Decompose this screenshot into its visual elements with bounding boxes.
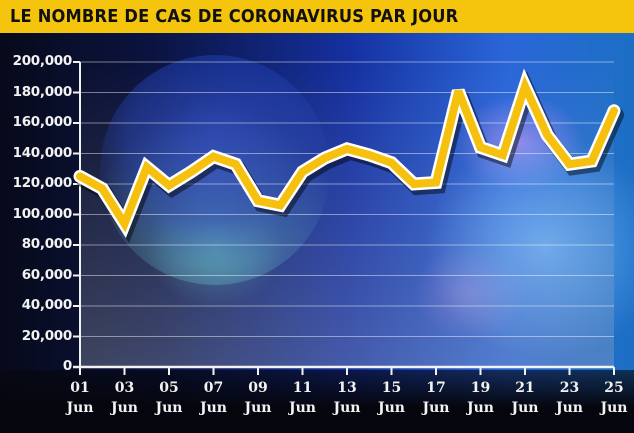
x-tick-label: 19 Jun [461, 378, 501, 418]
x-tick-month: Jun [511, 400, 539, 416]
x-tick-month: Jun [200, 400, 227, 416]
x-tick-month: Jun [244, 400, 272, 416]
x-tick-day: 09 [248, 380, 268, 396]
x-tick-label: 07 Jun [194, 378, 234, 418]
chart-title: LE NOMBRE DE CAS DE CORONAVIRUS PAR JOUR [10, 6, 459, 27]
x-tick-month: Jun [289, 400, 316, 416]
x-tick-day: 01 [70, 380, 90, 396]
x-tick-month: Jun [155, 400, 183, 416]
x-tick-month: Jun [333, 400, 361, 416]
plot-area [80, 62, 614, 367]
y-tick-label: 60,000 [21, 266, 73, 283]
x-tick-label: 25 Jun [594, 378, 634, 418]
x-tick-month: Jun [66, 400, 94, 416]
x-tick-month: Jun [422, 400, 450, 416]
y-tick-label: 100,000 [12, 205, 73, 222]
x-tick-label: 03 Jun [105, 378, 145, 418]
y-tick-label: 140,000 [12, 144, 73, 161]
y-tick-label: 200,000 [12, 53, 73, 69]
y-tick-label: 0 [62, 358, 72, 374]
axes [73, 61, 615, 375]
x-tick-day: 13 [337, 380, 357, 396]
x-tick-month: Jun [378, 400, 405, 416]
x-tick-day: 21 [515, 380, 535, 396]
data-series [73, 68, 624, 244]
x-tick-day: 07 [203, 380, 224, 396]
x-tick-day: 05 [159, 380, 179, 396]
x-tick-day: 11 [292, 380, 313, 396]
y-tick-label: 80,000 [21, 236, 73, 252]
y-tick-label: 160,000 [12, 114, 73, 130]
x-tick-label: 09 Jun [238, 378, 278, 418]
coronavirus-illustration [100, 55, 330, 285]
series-line [76, 75, 618, 233]
x-tick-day: 03 [114, 380, 135, 396]
x-tick-day: 19 [470, 380, 491, 396]
x-tick-month: Jun [600, 400, 628, 416]
y-tick-label: 20,000 [21, 327, 73, 344]
x-tick-label: 21 Jun [505, 378, 545, 418]
y-tick-label: 180,000 [12, 83, 73, 100]
x-tick-label: 01 Jun [60, 378, 100, 418]
x-tick-label: 13 Jun [327, 378, 367, 418]
x-tick-day: 23 [559, 380, 580, 396]
x-tick-day: 25 [604, 380, 624, 396]
x-tick-month: Jun [467, 400, 494, 416]
x-tick-month: Jun [111, 400, 138, 416]
x-tick-label: 05 Jun [149, 378, 189, 418]
x-tick-day: 15 [381, 380, 402, 396]
x-tick-label: 11 Jun [283, 378, 323, 418]
x-tick-label: 17 Jun [416, 378, 456, 418]
x-tick-label: 15 Jun [372, 378, 412, 418]
x-tick-month: Jun [556, 400, 583, 416]
y-tick-label: 40,000 [21, 297, 73, 313]
y-tick-label: 120,000 [12, 175, 73, 191]
title-bar: LE NOMBRE DE CAS DE CORONAVIRUS PAR JOUR [0, 0, 634, 33]
background-shade [0, 370, 634, 433]
x-tick-label: 23 Jun [550, 378, 590, 418]
x-tick-day: 17 [426, 380, 446, 396]
